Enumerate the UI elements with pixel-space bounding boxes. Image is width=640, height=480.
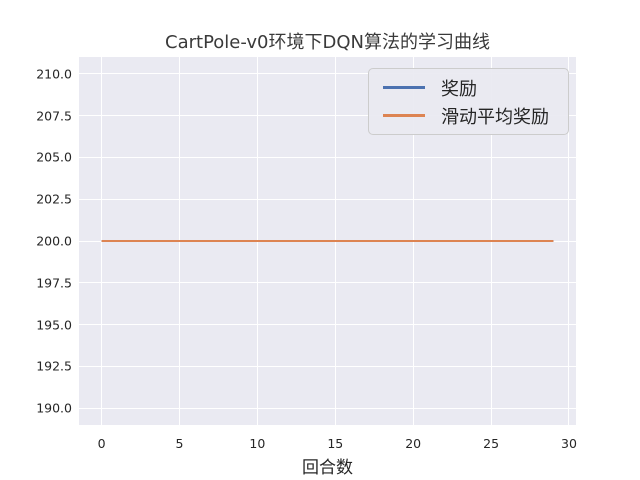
y-tick-label: 192.5	[36, 358, 72, 374]
y-gridline	[79, 365, 576, 367]
x-tick-label: 10	[249, 436, 266, 451]
x-tick-label: 0	[97, 436, 106, 451]
x-tick-label: 30	[561, 436, 577, 451]
x-tick-label: 25	[483, 436, 500, 451]
y-gridline	[79, 115, 576, 117]
legend-label-moving-average-reward: 滑动平均奖励	[441, 106, 549, 128]
y-tick-label: 210.0	[36, 66, 72, 82]
x-tick-label: 5	[175, 436, 184, 451]
x-tick-label: 20	[405, 436, 422, 451]
y-tick-label: 205.0	[36, 149, 72, 165]
y-tick-label: 190.0	[36, 400, 72, 416]
y-gridline	[79, 324, 576, 326]
line-series	[101, 240, 554, 242]
plot-area: 奖励 滑动平均奖励	[79, 57, 576, 425]
x-axis-label: 回合数	[302, 458, 353, 478]
y-gridline	[79, 156, 576, 158]
y-gridline	[79, 282, 576, 284]
y-tick-label: 202.5	[36, 191, 72, 207]
y-tick-label: 207.5	[36, 108, 72, 124]
y-gridline	[79, 198, 576, 200]
legend-label-reward: 奖励	[441, 78, 477, 100]
y-gridline	[79, 73, 576, 75]
moving-average-line-swatch	[383, 114, 425, 117]
reward-line-swatch	[383, 86, 425, 89]
legend-entry-reward: 奖励	[377, 76, 560, 100]
legend-entry-moving-average-reward: 滑动平均奖励	[377, 104, 560, 128]
y-tick-label: 200.0	[36, 233, 72, 249]
x-tick-label: 15	[327, 436, 344, 451]
y-tick-label: 195.0	[36, 317, 72, 333]
y-tick-label: 197.5	[36, 275, 72, 291]
legend: 奖励 滑动平均奖励	[368, 68, 569, 135]
y-gridline	[79, 407, 576, 409]
chart-title: CartPole-v0环境下DQN算法的学习曲线	[165, 32, 490, 53]
